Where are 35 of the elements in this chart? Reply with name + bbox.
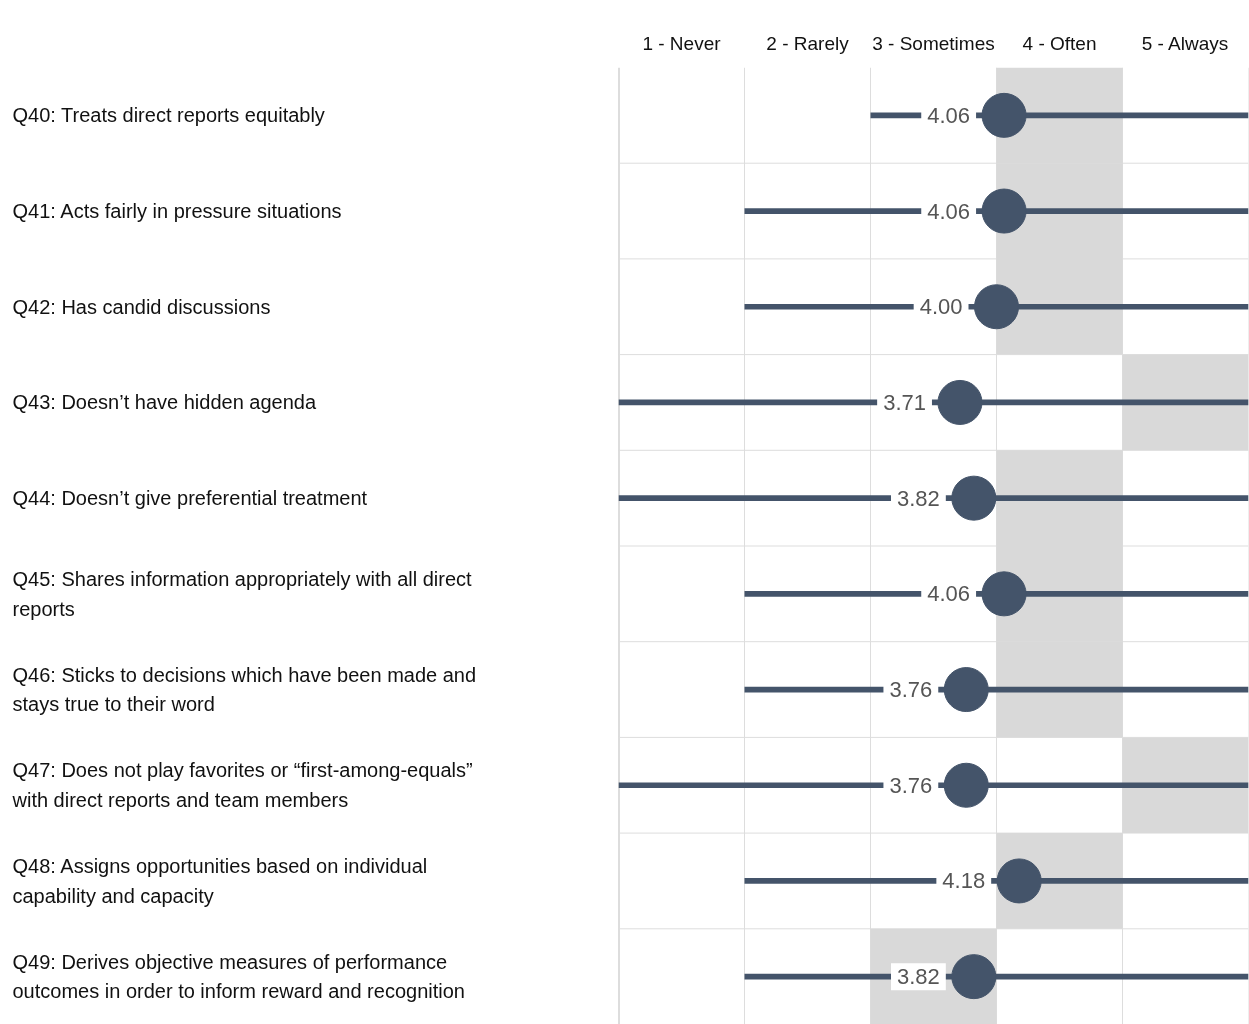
x-tick-label: 4 - Often bbox=[1022, 32, 1097, 54]
point bbox=[937, 379, 983, 425]
data-label: 3.76 bbox=[889, 677, 933, 703]
point bbox=[974, 284, 1019, 330]
y-tick-label: Q46: Sticks to decisions which have been made and stays true to their word bbox=[12, 663, 477, 716]
point bbox=[981, 188, 1027, 234]
data-label: 4.18 bbox=[942, 868, 986, 894]
point bbox=[943, 667, 989, 713]
y-tick-label: Q48: Assigns opportunities based on individual capability and capacity bbox=[12, 855, 428, 907]
data-label: 3.82 bbox=[897, 964, 940, 990]
y-tick-label: Q41: Acts fairly in pressure situations bbox=[12, 200, 342, 223]
x-tick-label: 2 - Rarely bbox=[766, 32, 850, 54]
data-label: 3.82 bbox=[897, 485, 940, 511]
y-tick-label: Q47: Does not play favorites or “first-among-equals” with direct reports and team members bbox=[11, 759, 473, 812]
x-tick-label: 3 - Sometimes bbox=[872, 32, 995, 54]
y-tick-label: Q44: Doesn’t give preferential treatment bbox=[12, 487, 368, 510]
y-tick-label: Q49: Derives objective measures of performance outcomes in order to inform reward and recognition bbox=[12, 950, 465, 1003]
data-label: 3.76 bbox=[889, 772, 933, 798]
data-label: 4.06 bbox=[927, 102, 971, 128]
data-label: 4.00 bbox=[919, 294, 963, 320]
y-tick-label: Q43: Doesn’t have hidden agenda bbox=[12, 391, 317, 414]
data-label: 4.06 bbox=[927, 198, 971, 224]
y-tick-label: Q42: Has candid discussions bbox=[12, 295, 271, 318]
point bbox=[951, 475, 997, 521]
point bbox=[951, 954, 997, 1000]
point bbox=[996, 858, 1042, 904]
point bbox=[981, 571, 1027, 617]
data-label: 4.06 bbox=[927, 581, 971, 607]
x-tick-label: 5 - Always bbox=[1141, 32, 1229, 54]
point bbox=[943, 762, 989, 808]
y-tick-label: Q45: Shares information appropriately with all direct reports bbox=[12, 568, 473, 620]
data-label: 3.71 bbox=[883, 389, 926, 415]
y-tick-label: Q40: Treats direct reports equitably bbox=[12, 104, 325, 127]
point bbox=[981, 92, 1027, 138]
x-tick-label: 1 - Never bbox=[642, 32, 722, 54]
